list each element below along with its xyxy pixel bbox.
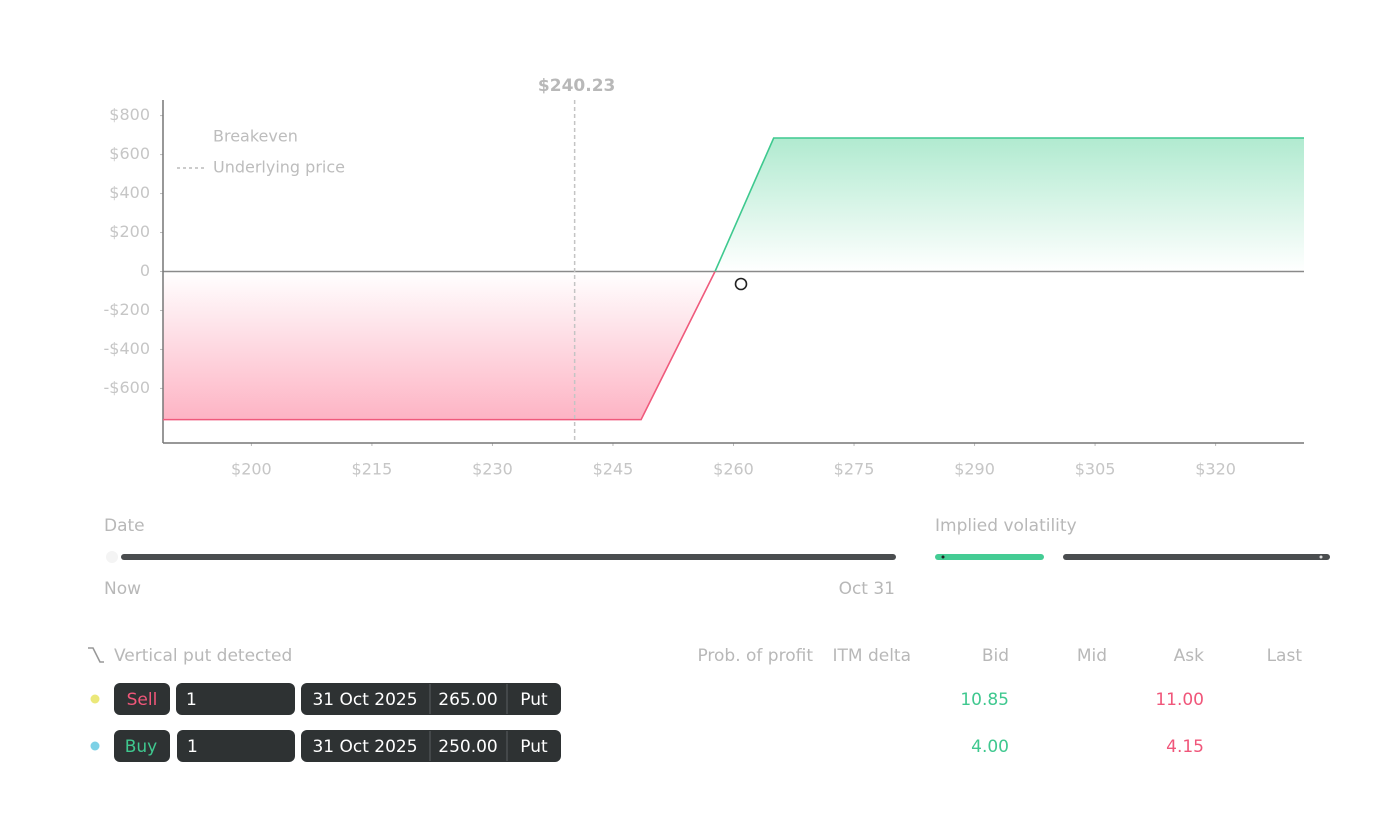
slider-thumb[interactable] bbox=[106, 551, 118, 563]
qty: 1 bbox=[187, 737, 198, 757]
column-header: ITM delta bbox=[832, 646, 911, 666]
payoff-chart: $800 $600 $400 $200 0 -$200 -$400 -$600 $200 $215… bbox=[104, 76, 1304, 479]
qty: 1 bbox=[186, 690, 197, 710]
x-tick-label: $275 bbox=[834, 460, 875, 479]
slider-tick bbox=[941, 555, 945, 559]
column-header: Ask bbox=[1174, 646, 1204, 666]
column-header: Bid bbox=[982, 646, 1009, 666]
y-tick-label: -$400 bbox=[104, 339, 151, 358]
side: Buy bbox=[125, 737, 158, 757]
profit-line bbox=[714, 137, 1304, 272]
x-tick-label: $230 bbox=[472, 460, 513, 479]
profit-area bbox=[163, 138, 1304, 272]
side-pill[interactable] bbox=[114, 683, 170, 715]
hover-marker bbox=[734, 277, 748, 291]
option-type: Put bbox=[520, 690, 548, 710]
underlying-label: $240.23 bbox=[538, 76, 615, 96]
column-header: Prob. of profit bbox=[697, 646, 813, 666]
contract-pill[interactable] bbox=[301, 683, 561, 715]
strike: 250.00 bbox=[438, 737, 497, 757]
expiry: 31 Oct 2025 bbox=[312, 737, 417, 757]
legend-entry: Breakeven bbox=[213, 127, 298, 146]
ask: 4.15 bbox=[1166, 737, 1204, 757]
x-tick-label: $200 bbox=[231, 460, 272, 479]
y-tick-label: -$200 bbox=[104, 300, 151, 319]
strike: 265.00 bbox=[438, 690, 497, 710]
expiry: 31 Oct 2025 bbox=[312, 690, 417, 710]
loss-area bbox=[163, 271, 1304, 420]
y-tick-label: $400 bbox=[109, 183, 150, 202]
legend-entry: Underlying price bbox=[213, 158, 345, 177]
slider-start: Now bbox=[104, 579, 141, 599]
bid: 4.00 bbox=[971, 737, 1009, 757]
ask: 11.00 bbox=[1155, 690, 1204, 710]
column-header: Last bbox=[1267, 646, 1303, 666]
x-tick-label: $215 bbox=[352, 460, 393, 479]
leg-dot bbox=[90, 694, 100, 704]
x-tick-label: $320 bbox=[1195, 460, 1236, 479]
column-header: Mid bbox=[1077, 646, 1107, 666]
y-tick-label: -$600 bbox=[104, 378, 151, 397]
x-tick-label: $245 bbox=[593, 460, 634, 479]
y-tick-label: 0 bbox=[140, 261, 150, 280]
side-pill[interactable] bbox=[114, 730, 170, 762]
loss-line bbox=[163, 271, 716, 421]
contract-pill[interactable] bbox=[301, 730, 561, 762]
leg-dot bbox=[90, 741, 100, 751]
x-tick-label: $290 bbox=[954, 460, 995, 479]
slider-tick bbox=[1319, 555, 1323, 559]
y-tick-label: $600 bbox=[109, 144, 150, 163]
x-tick-label: $260 bbox=[713, 460, 754, 479]
y-tick-label: $800 bbox=[109, 105, 150, 124]
strategy-icon bbox=[88, 647, 104, 663]
slider-label: Implied volatility bbox=[935, 516, 1077, 536]
option-type: Put bbox=[520, 737, 548, 757]
x-tick-label: $305 bbox=[1075, 460, 1116, 479]
qty-input[interactable] bbox=[176, 683, 295, 715]
strategy-title: Vertical put detected bbox=[114, 646, 292, 666]
side: Sell bbox=[127, 690, 158, 710]
bid: 10.85 bbox=[960, 690, 1009, 710]
qty-input[interactable] bbox=[177, 730, 295, 762]
y-tick-label: $200 bbox=[109, 222, 150, 241]
slider-label: Date bbox=[104, 516, 145, 536]
slider-end: Oct 31 bbox=[839, 579, 895, 599]
